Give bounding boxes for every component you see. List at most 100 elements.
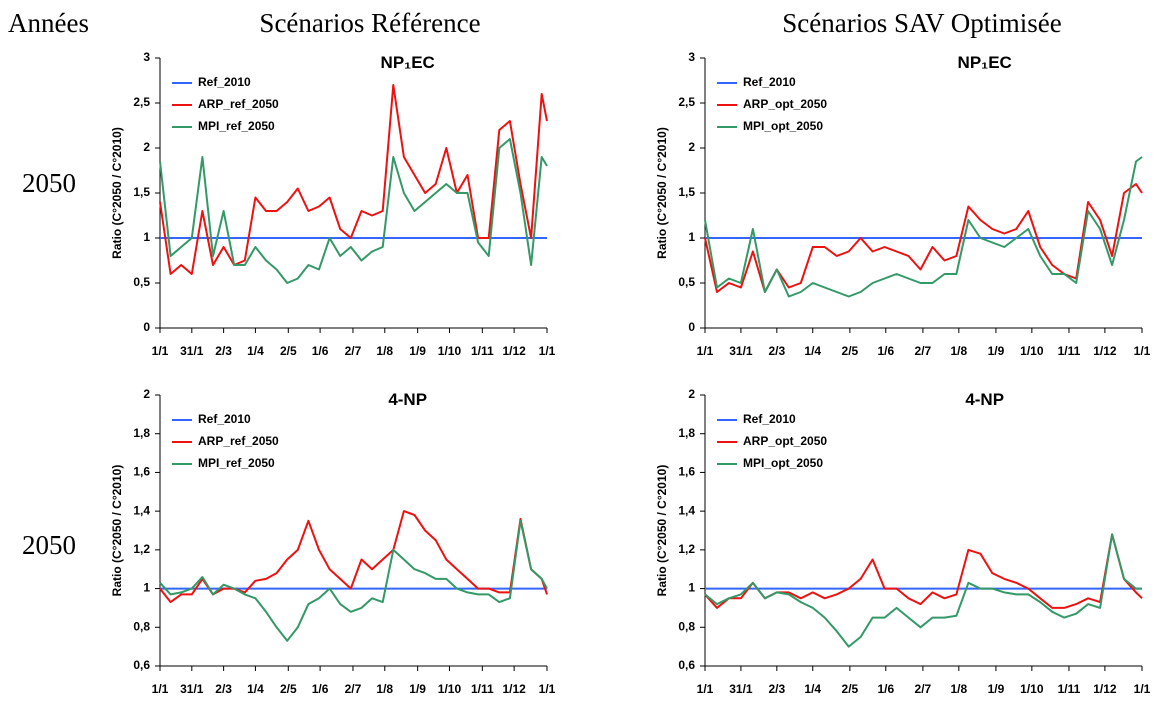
y-tick-label: 0,8: [133, 619, 150, 633]
x-tick-label: 1/8: [376, 682, 393, 696]
x-tick-label: 2/5: [280, 344, 297, 358]
x-tick-label: 1/4: [804, 344, 821, 358]
x-tick-label: 1/4: [804, 682, 821, 696]
x-tick-label: 31/1: [180, 344, 204, 358]
legend-label: MPI_ref_2050: [198, 119, 275, 133]
x-tick-label: 1/8: [376, 344, 393, 358]
x-tick-label: 1/11: [1058, 682, 1081, 696]
x-tick-label: 2/5: [280, 682, 297, 696]
legend-label: ARP_ref_2050: [198, 434, 279, 448]
x-tick-label: 2/5: [842, 682, 859, 696]
x-tick-label: 2/7: [345, 344, 362, 358]
chart-title: 4-NP: [388, 390, 427, 409]
series-line: [159, 138, 548, 284]
x-tick-label: 1/4: [247, 682, 264, 696]
y-tick-label: 2: [143, 387, 150, 401]
legend-label: ARP_ref_2050: [198, 97, 279, 111]
series-line: [159, 84, 548, 275]
x-tick-label: 1/6: [877, 344, 894, 358]
plot: 0,6 0,8 1 1,2 1,4 1,6 1,8 2 1/1 31/1 2/3 1/4 2/5 1/6 2…: [110, 387, 555, 696]
y-tick-label: 3: [143, 50, 150, 64]
y-tick-label: 2,5: [678, 95, 695, 109]
plot: 00,511,522,531/1 31/1 2/3 1/4 2/5 1/6 2/7 1/8 1/…: [110, 50, 555, 358]
legend-label: ARP_opt_2050: [743, 97, 827, 111]
y-tick-label: 1,5: [678, 185, 695, 199]
x-tick-label: 1/8: [950, 682, 967, 696]
column-header: Scénarios SAV Optimisée: [782, 8, 1062, 38]
x-tick-label: 1/10: [1020, 344, 1044, 358]
y-tick-label: 1,5: [133, 185, 150, 199]
x-tick-label: 1/11: [1058, 344, 1081, 358]
x-tick-label: 1/10: [438, 682, 462, 696]
x-tick-label: 1/12: [1093, 344, 1117, 358]
x-tick-label: 2/3: [768, 682, 785, 696]
y-tick-label: 1: [143, 581, 150, 595]
x-tick-label: 31/1: [180, 682, 204, 696]
x-tick-label: 1/9: [988, 682, 1005, 696]
chart-title: NP₁EC: [381, 53, 435, 72]
x-tick-label: 1/6: [877, 682, 894, 696]
x-tick-label: 1/9: [409, 682, 426, 696]
y-tick-label: 1,8: [133, 426, 150, 440]
y-tick-label: 2: [688, 387, 695, 401]
x-tick-label: 2/7: [915, 344, 932, 358]
y-tick-label: 1,8: [678, 426, 695, 440]
x-tick-label: 2/5: [842, 344, 859, 358]
series-line: [159, 510, 548, 604]
y-tick-label: 1,4: [678, 503, 695, 517]
x-tick-label: 1/1: [697, 682, 714, 696]
x-tick-label: 1/10: [438, 344, 462, 358]
series-line: [704, 533, 1142, 648]
y-tick-label: 0: [688, 320, 695, 334]
y-tick-label: 0,5: [133, 275, 150, 289]
y-tick-label: 0,6: [678, 658, 695, 672]
x-tick-label: 1/9: [409, 344, 426, 358]
x-tick-label: 31/1: [729, 682, 753, 696]
x-tick-label: 1/10: [1020, 682, 1044, 696]
y-axis-label: Ratio (C°2050 / C°2010): [110, 465, 124, 597]
x-tick-label: 1/1: [697, 344, 714, 358]
chart-title: 4-NP: [965, 390, 1004, 409]
x-tick-label: 2/7: [345, 682, 362, 696]
row-label: 2050: [22, 530, 76, 560]
y-tick-label: 1: [688, 230, 695, 244]
y-tick-label: 1,2: [678, 542, 695, 556]
y-tick-label: 3: [688, 50, 695, 64]
x-tick-label: 1/6: [312, 682, 329, 696]
x-tick-label: 2/3: [215, 682, 232, 696]
x-tick-label: 1/1: [539, 344, 556, 358]
x-tick-label: 2/3: [768, 344, 785, 358]
legend-label: Ref_2010: [743, 75, 796, 89]
y-tick-label: 2,5: [133, 95, 150, 109]
legend-label: Ref_2010: [743, 412, 796, 426]
x-tick-label: 1/8: [950, 344, 967, 358]
x-tick-label: 1/6: [312, 344, 329, 358]
x-tick-label: 1/12: [1093, 682, 1117, 696]
legend-label: ARP_opt_2050: [743, 434, 827, 448]
y-tick-label: 0,8: [678, 619, 695, 633]
x-tick-label: 2/3: [215, 344, 232, 358]
x-tick-label: 1/4: [247, 344, 264, 358]
x-tick-label: 1/9: [988, 344, 1005, 358]
x-tick-label: 1/1: [152, 344, 169, 358]
x-tick-label: 1/1: [539, 682, 556, 696]
column-header: Scénarios Référence: [259, 8, 480, 38]
y-tick-label: 0,5: [678, 275, 695, 289]
y-tick-label: 0,6: [133, 658, 150, 672]
x-tick-label: 1/1: [1134, 344, 1151, 358]
x-tick-label: 31/1: [729, 344, 753, 358]
legend-label: MPI_opt_2050: [743, 119, 823, 133]
y-tick-label: 2: [688, 140, 695, 154]
x-tick-label: 1/11: [471, 682, 494, 696]
legend-label: MPI_ref_2050: [198, 456, 275, 470]
y-tick-label: 1: [688, 581, 695, 595]
chart-title: NP₁EC: [958, 53, 1012, 72]
y-tick-label: 1,4: [133, 503, 150, 517]
series-line: [159, 519, 548, 642]
row-header: Années: [8, 8, 89, 38]
y-axis-label: Ratio (C°2050 / C°2010): [110, 127, 124, 259]
x-tick-label: 2/7: [915, 682, 932, 696]
plot: 00,511,522,531/1 31/1 2/3 1/4 2/5 1/6 2/7 1/8 1/…: [655, 50, 1150, 358]
y-axis-label: Ratio (C°2050 / C°2010): [655, 465, 669, 597]
